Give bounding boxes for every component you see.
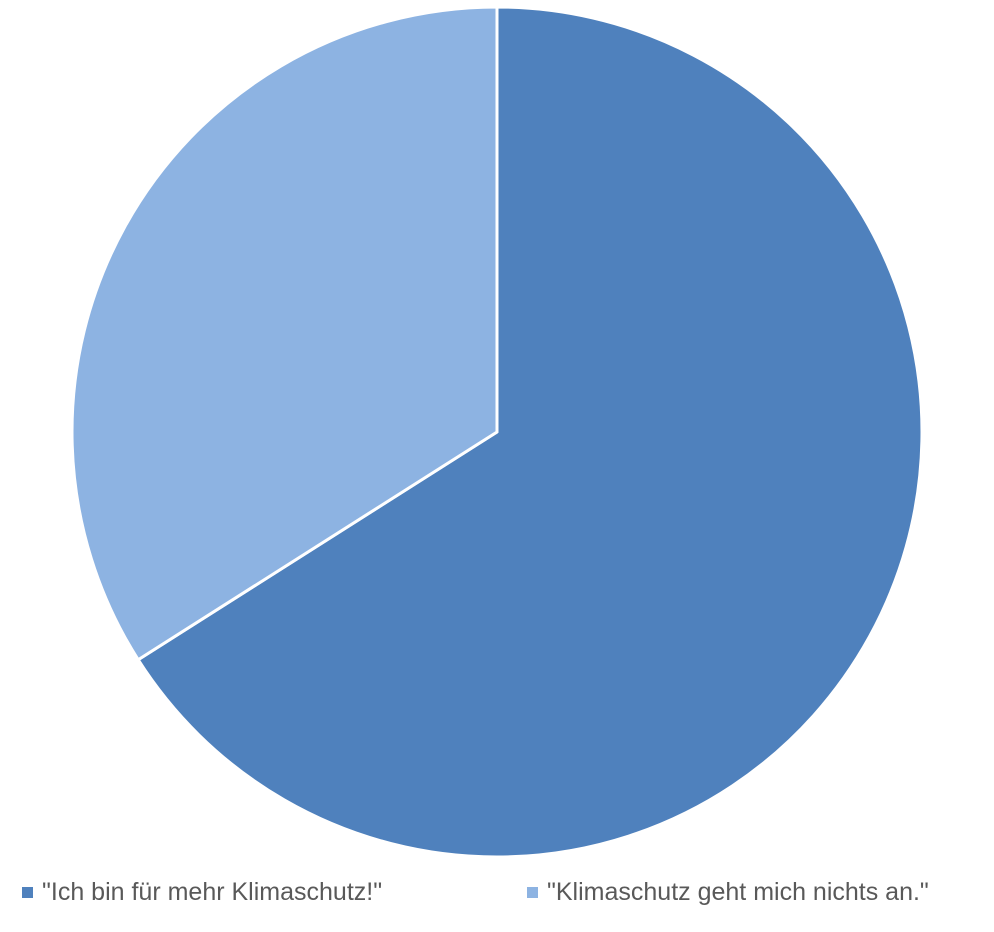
legend: "Ich bin für mehr Klimaschutz!" "Klimasc… <box>0 872 994 922</box>
legend-swatch <box>527 886 538 898</box>
pie-plot-area <box>70 5 924 859</box>
legend-item-klimaschutz-no: "Klimaschutz geht mich nichts an." <box>527 872 929 912</box>
legend-label: "Ich bin für mehr Klimaschutz!" <box>42 878 383 906</box>
legend-swatch <box>22 886 33 898</box>
legend-label: "Klimaschutz geht mich nichts an." <box>547 878 929 906</box>
pie-slice-1 <box>70 5 499 662</box>
pie-slice-0 <box>136 5 924 859</box>
legend-item-klimaschutz-yes: "Ich bin für mehr Klimaschutz!" <box>22 872 382 912</box>
